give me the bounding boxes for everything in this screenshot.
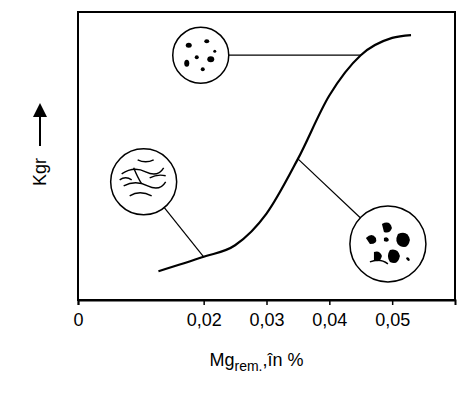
leader-line <box>164 208 203 257</box>
graphite-blob <box>396 233 410 247</box>
x-tick-label: 0,04 <box>312 310 347 330</box>
x-tick-label: 0 <box>73 310 83 330</box>
x-axis: 0 0,02 0,03 0,04 0,05 <box>73 300 455 330</box>
x-tick-label: 0,03 <box>249 310 284 330</box>
graphite-blob <box>382 223 392 233</box>
x-tick-label: 0,05 <box>375 310 410 330</box>
graphite-flake <box>138 160 154 162</box>
x-tick: 0,05 <box>375 300 410 330</box>
y-axis-arrow <box>39 110 41 146</box>
inset-structure <box>184 39 216 71</box>
x-tick-mark <box>392 300 394 305</box>
x-tick-mark <box>329 300 331 305</box>
graphite-nodule <box>184 60 189 67</box>
inset-circle <box>173 27 229 83</box>
leader-line <box>229 55 361 56</box>
x-tick: 0,04 <box>312 300 347 330</box>
inset-circle <box>350 206 426 282</box>
graphite-blob <box>384 237 389 241</box>
leader-line <box>298 159 360 218</box>
x-axis-line <box>79 301 456 306</box>
graphite-nodule <box>186 43 192 48</box>
graphite-blob <box>388 249 400 263</box>
inset-structure <box>120 160 166 196</box>
graphite-blob <box>366 235 376 244</box>
graphite-flake <box>150 175 166 178</box>
inset-flakes <box>111 149 204 257</box>
plot: 0 0,02 0,03 0,04 0,05 <box>73 12 455 330</box>
x-tick: 0 <box>73 300 83 330</box>
graphite-flake <box>130 193 152 196</box>
graphite-nodule <box>207 56 214 62</box>
plot-frame <box>78 12 455 300</box>
y-axis-title: Kgr <box>30 158 50 186</box>
graphite-flake <box>122 168 164 174</box>
x-tick: 0,02 <box>187 300 222 330</box>
graphite-flake <box>134 168 142 184</box>
graphite-nodule <box>195 55 199 59</box>
inset-structure <box>366 223 410 264</box>
graphite-flake <box>370 260 388 264</box>
graphite-nodule <box>204 39 209 43</box>
x-tick-mark <box>203 300 205 305</box>
x-tick-mark <box>266 300 268 305</box>
graphite-nodule <box>213 50 216 53</box>
x-axis-title: Mgrem.,în % <box>209 350 303 374</box>
x-tick-mark <box>78 300 80 305</box>
graphite-blob <box>406 257 410 261</box>
inset-nodular <box>173 27 361 83</box>
chart: 0 0,02 0,03 0,04 0,05 Mgrem.,în % Kgr <box>0 0 468 399</box>
x-tick-label: 0,02 <box>187 310 222 330</box>
graphite-nodule <box>201 67 205 71</box>
inset-circle <box>111 149 177 215</box>
graphite-flake <box>120 178 132 180</box>
insets <box>111 27 426 282</box>
graphite-flake <box>124 182 166 188</box>
x-tick: 0,03 <box>249 300 284 330</box>
inset-compacted <box>298 159 426 282</box>
